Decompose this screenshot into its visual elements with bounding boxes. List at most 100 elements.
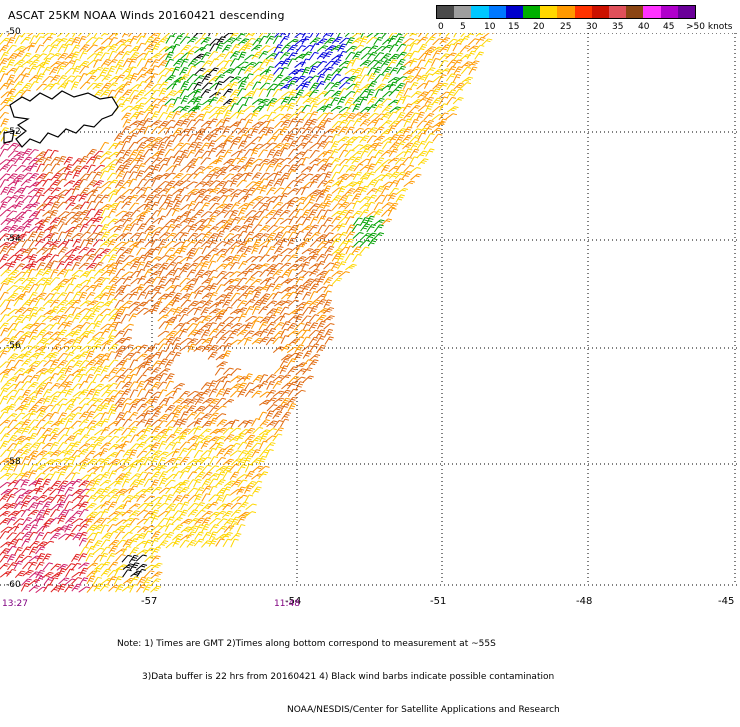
wind-barb — [318, 141, 327, 149]
lat-label: -56 — [6, 341, 21, 351]
wind-barb — [230, 90, 239, 97]
wind-barb — [73, 171, 81, 179]
wind-barb — [86, 539, 94, 547]
wind-barb — [251, 111, 259, 119]
wind-barb — [65, 250, 76, 255]
lon-label: -45 — [718, 596, 734, 607]
wind-barb — [209, 97, 218, 105]
wind-barb — [403, 81, 411, 89]
wind-barb — [71, 82, 79, 90]
wind-barb — [231, 510, 241, 517]
wind-barb — [309, 164, 318, 172]
wind-barb — [28, 218, 39, 224]
wind-barb — [324, 218, 333, 226]
wind-barb — [151, 53, 162, 58]
wind-barb — [331, 106, 342, 111]
wind-barb — [180, 535, 191, 540]
wind-barb — [201, 158, 211, 165]
wind-barb — [166, 52, 174, 60]
wind-barb — [360, 107, 371, 113]
wind-barb — [158, 128, 168, 134]
wind-barb — [332, 165, 341, 172]
wind-barb — [180, 135, 190, 142]
wind-barb — [266, 443, 276, 450]
wind-barb — [143, 149, 152, 156]
wind-barb — [374, 150, 383, 157]
wind-barb — [223, 399, 234, 405]
wind-barb — [193, 392, 204, 398]
wind-barb — [396, 164, 405, 171]
wind-barb — [345, 189, 355, 196]
wind-barb — [29, 525, 37, 533]
wind-barb — [281, 59, 290, 66]
wind-barb — [0, 112, 9, 119]
wind-barb — [216, 111, 224, 119]
wind-barb — [108, 209, 116, 217]
wind-barb — [144, 411, 152, 419]
wind-barb — [388, 60, 397, 67]
wind-barb — [231, 376, 242, 381]
wind-barb — [165, 120, 175, 127]
wind-barb — [130, 435, 139, 443]
wind-barb — [188, 59, 198, 66]
wind-barb — [273, 434, 282, 441]
wind-barb — [159, 47, 170, 53]
wind-barb — [332, 239, 341, 247]
wind-barb — [109, 277, 119, 284]
wind-barb — [180, 278, 190, 284]
wind-barb — [158, 541, 168, 548]
wind-barb — [181, 96, 189, 104]
wind-barb — [244, 55, 255, 60]
wind-barb — [237, 525, 245, 533]
wind-barb — [252, 487, 261, 494]
wind-barb — [180, 33, 191, 36]
wind-barb — [324, 201, 333, 209]
wind-barb — [165, 480, 175, 486]
wind-barb — [123, 518, 134, 523]
lat-label: -54 — [6, 234, 21, 244]
wind-barb — [210, 303, 221, 308]
wind-barb — [266, 411, 274, 419]
wind-barb — [152, 563, 163, 569]
wind-barb — [180, 68, 189, 76]
wind-barb — [215, 368, 224, 375]
wind-barb — [7, 428, 18, 434]
wind-barb — [108, 396, 116, 404]
wind-barb — [57, 66, 65, 74]
colorbar-swatch — [471, 6, 488, 18]
wind-barb — [109, 471, 117, 479]
wind-barb — [345, 69, 356, 74]
wind-barb — [165, 427, 173, 435]
wind-barb — [303, 196, 313, 203]
wind-barb — [187, 159, 197, 166]
wind-barb — [252, 173, 262, 180]
wind-barb — [210, 173, 219, 180]
wind-barb — [302, 67, 310, 75]
wind-barb — [253, 68, 264, 74]
wind-barb — [368, 157, 376, 165]
wind-barb — [187, 270, 196, 277]
wind-barb — [145, 218, 155, 225]
wind-barb — [136, 442, 146, 449]
wind-barb — [114, 134, 123, 141]
wind-barb — [224, 343, 232, 351]
wind-barb — [29, 203, 40, 209]
wind-barb — [7, 569, 17, 576]
wind-barb — [122, 164, 131, 172]
wind-barb — [253, 211, 264, 217]
wind-barb — [332, 55, 343, 60]
wind-barb — [158, 315, 169, 321]
wind-barb — [303, 217, 312, 225]
wind-barb — [87, 314, 96, 322]
wind-barb — [418, 133, 426, 141]
wind-barb — [51, 286, 62, 292]
wind-barb — [0, 149, 8, 157]
wind-barb — [368, 46, 378, 53]
wind-barb — [447, 90, 456, 98]
wind-barb — [368, 97, 377, 104]
wind-barb — [101, 509, 109, 517]
wind-barb — [223, 141, 231, 149]
wind-barb — [280, 193, 288, 201]
wind-barb — [230, 210, 239, 218]
wind-barb — [395, 172, 405, 178]
